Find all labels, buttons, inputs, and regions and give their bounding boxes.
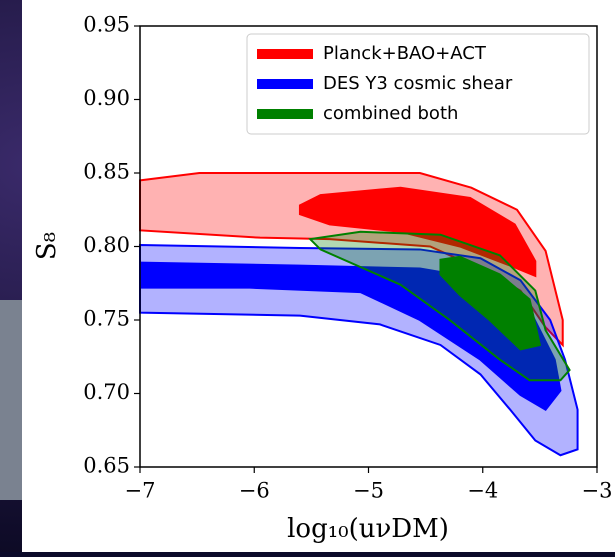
y-tick-label: 0.85 — [83, 160, 130, 184]
y-tick-label: 0.65 — [83, 454, 130, 478]
x-tick-label: −7 — [125, 479, 156, 503]
legend-label: DES Y3 cosmic shear — [323, 73, 513, 94]
y-tick-label: 0.90 — [83, 86, 130, 110]
y-tick-label: 0.75 — [83, 307, 130, 331]
legend-swatch — [257, 109, 313, 119]
legend-swatch — [257, 79, 313, 89]
background-photo — [0, 300, 24, 500]
y-tick-label: 0.70 — [83, 380, 130, 404]
y-axis-label: S₈ — [32, 232, 62, 260]
y-tick-label: 0.80 — [83, 233, 130, 257]
x-tick-label: −4 — [467, 479, 498, 503]
contour-inner — [439, 255, 542, 351]
legend-label: Planck+BAO+ACT — [323, 43, 487, 64]
x-axis-label: log₁₀(uνDM) — [287, 514, 449, 544]
legend-label: combined both — [323, 103, 458, 124]
x-tick-label: −3 — [582, 479, 613, 503]
legend-box — [246, 33, 590, 135]
contour-outer — [308, 230, 571, 382]
contour-inner — [298, 186, 537, 278]
x-tick-label: −6 — [239, 479, 270, 503]
legend-swatch — [257, 49, 313, 59]
x-tick-label: −5 — [353, 479, 384, 503]
y-tick-label: 0.95 — [83, 13, 130, 37]
